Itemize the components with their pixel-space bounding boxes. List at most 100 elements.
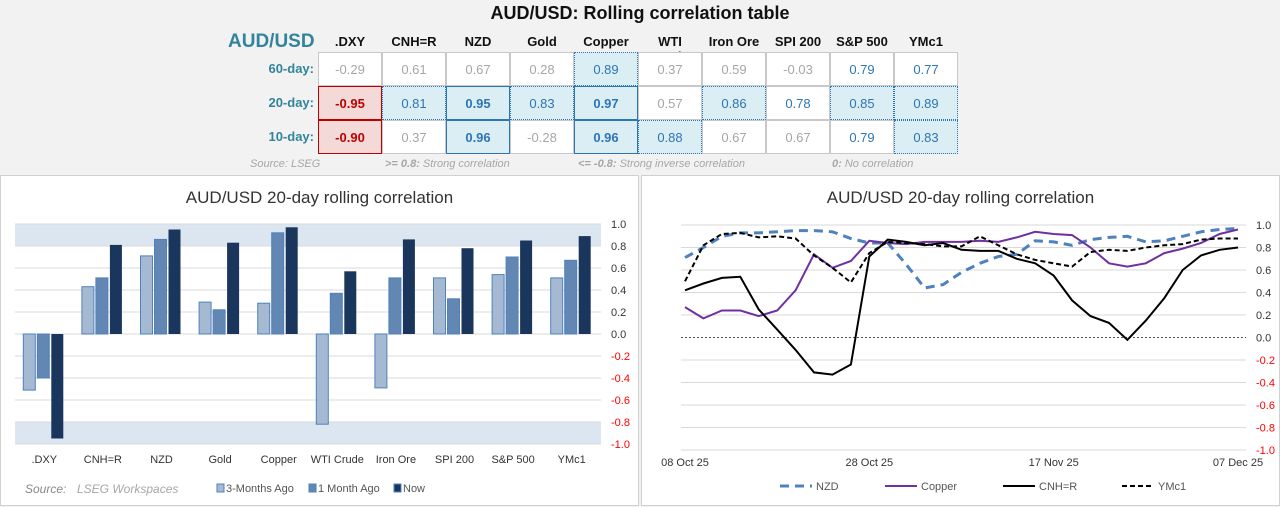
bar-3-months-ago [550, 277, 564, 335]
shaded-band [15, 422, 601, 444]
series-line-ymc1 [684, 231, 1238, 284]
x-tick-label: NZD [150, 454, 173, 466]
bar-now [578, 236, 591, 334]
column-header: NZD [464, 34, 492, 49]
table-cell: 0.59 [702, 52, 766, 86]
column-header: S&P 500 [836, 34, 888, 49]
bar-1-month-ago [271, 232, 285, 335]
x-tick-label: YMc1 [558, 454, 586, 466]
x-tick-label: 17 Nov 25 [1029, 457, 1079, 469]
bar-3-months-ago [22, 333, 36, 391]
bar-1-month-ago [388, 277, 402, 335]
table-cell: 0.79 [830, 52, 894, 86]
y-tick-label: 0.6 [1256, 265, 1271, 277]
x-tick-label: .DXY [31, 454, 57, 466]
footer-inverse: <= -0.8: Strong inverse correlation [578, 158, 745, 170]
footer-zero: 0: No correlation [832, 158, 913, 170]
table-cell: 0.86 [702, 86, 766, 120]
zero-text: No correlation [844, 158, 914, 170]
bar-3-months-ago [491, 274, 505, 335]
table-cell: 0.83 [510, 86, 574, 120]
legend-label: CNH=R [1039, 481, 1077, 493]
y-tick-label: -0.6 [611, 395, 630, 407]
table-cell: -0.03 [766, 52, 830, 86]
legend-label: YMc1 [1158, 481, 1186, 493]
x-tick-label: Copper [261, 454, 297, 466]
series-line-nzd [684, 226, 1239, 290]
series-line-copper [684, 228, 1239, 320]
table-cell: 0.79 [830, 120, 894, 154]
bar-now [461, 248, 474, 334]
pair-label: AUD/USD [228, 31, 315, 52]
bar-3-months-ago [433, 277, 446, 335]
footer-strong: >= 0.8: Strong correlation [385, 158, 510, 170]
y-tick-label: -1.0 [611, 439, 630, 451]
legend-label: Copper [921, 481, 957, 493]
line-chart-title: AUD/USD 20-day rolling correlation [826, 188, 1095, 207]
table-cell: 0.89 [574, 52, 638, 86]
bar-now [109, 244, 122, 334]
table-cell: 0.81 [382, 86, 446, 120]
table-cell: 0.89 [894, 86, 958, 120]
table-cell: 0.37 [638, 52, 702, 86]
x-tick-label: CNH=R [84, 454, 122, 466]
y-tick-label: 0.4 [611, 285, 626, 297]
y-tick-label: -0.2 [611, 351, 630, 363]
bar-now [227, 242, 240, 334]
bar-1-month-ago [154, 238, 167, 335]
table-cell: 0.67 [446, 52, 510, 86]
y-tick-label: 0.8 [611, 241, 626, 253]
bar-now [168, 229, 181, 334]
y-tick-label: -0.2 [1256, 355, 1275, 367]
y-tick-label: 0.2 [1256, 310, 1271, 322]
legend-label: 1 Month Ago [318, 483, 380, 495]
source-label: Source: [25, 482, 66, 496]
column-header: Copper [583, 34, 629, 49]
table-cell: -0.95 [318, 86, 382, 120]
y-tick-label: 0.6 [611, 263, 626, 275]
y-tick-label: 1.0 [1256, 220, 1271, 232]
bar-now [344, 271, 357, 334]
bar-3-months-ago [315, 333, 329, 425]
bar-now [51, 334, 64, 439]
table-cell: 0.95 [446, 86, 510, 120]
column-header: CNH=R [391, 34, 437, 49]
y-tick-label: -0.8 [611, 417, 630, 429]
row-label: 10-day: [268, 129, 314, 144]
bar-1-month-ago [212, 309, 226, 335]
table-cell: 0.85 [830, 86, 894, 120]
x-tick-label: 28 Oct 25 [845, 457, 893, 469]
legend-label: NZD [816, 481, 839, 493]
y-tick-label: -1.0 [1256, 445, 1275, 457]
x-tick-label: Iron Ore [376, 454, 416, 466]
bar-now [520, 240, 533, 334]
legend-swatch [216, 483, 225, 493]
inverse-key: <= -0.8: [578, 158, 617, 170]
strong-key: >= 0.8: [385, 158, 420, 170]
bar-chart-panel: AUD/USD 20-day rolling correlation 1.0 0.… [0, 175, 639, 506]
bar-1-month-ago [505, 256, 519, 335]
x-tick-label: WTI Crude [311, 454, 364, 466]
strong-text: Strong correlation [422, 158, 510, 170]
table-cell: 0.57 [638, 86, 702, 120]
bar-1-month-ago [447, 298, 460, 335]
footer-source: Source: LSEG [250, 158, 321, 170]
x-tick-label: SPI 200 [435, 454, 474, 466]
bar-1-month-ago [329, 292, 343, 335]
table-cell: 0.61 [382, 52, 446, 86]
y-tick-label: -0.8 [1256, 423, 1275, 435]
y-tick-label: -0.4 [1256, 378, 1275, 390]
bar-now [285, 227, 298, 334]
x-tick-label: 08 Oct 25 [661, 457, 709, 469]
bar-now [402, 239, 415, 334]
table-cell: 0.83 [894, 120, 958, 154]
legend-swatch [393, 483, 402, 493]
legend-label: Now [403, 483, 425, 495]
table-cell: 0.37 [382, 120, 446, 154]
column-header: SPI 200 [774, 34, 822, 49]
x-tick-label: Gold [208, 454, 231, 466]
table-cell: 0.78 [766, 86, 830, 120]
column-header: Iron Ore [708, 34, 760, 49]
y-tick-label: 0.2 [611, 307, 626, 319]
table-cell: 0.67 [766, 120, 830, 154]
